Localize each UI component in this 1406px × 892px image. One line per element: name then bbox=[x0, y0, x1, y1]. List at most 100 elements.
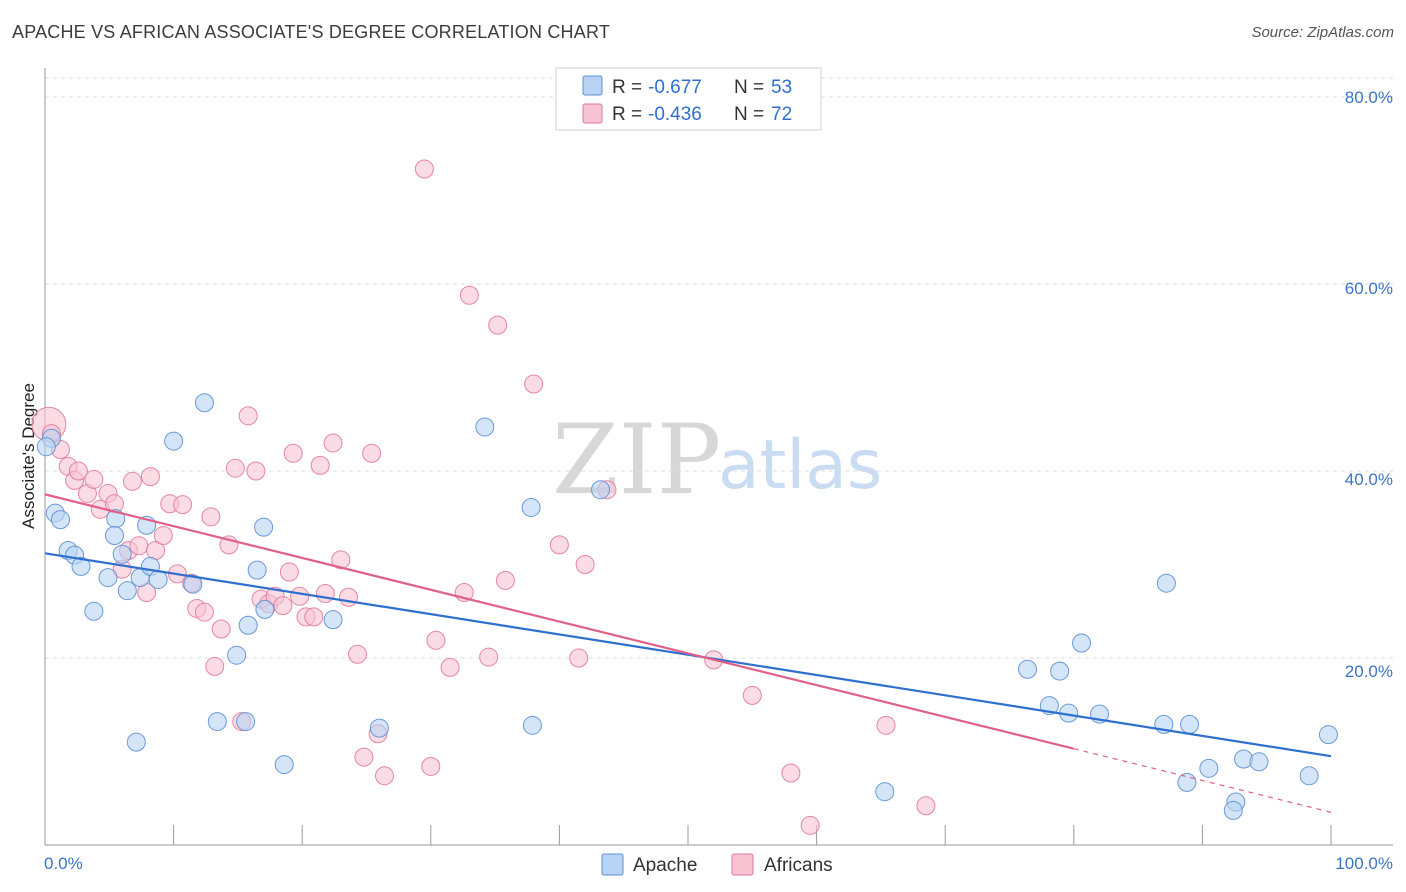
africans-point-32 bbox=[246, 461, 266, 481]
apache-point-23 bbox=[238, 615, 258, 635]
africans-point-13 bbox=[122, 471, 142, 491]
africans-point-24 bbox=[194, 602, 214, 622]
chart-title: APACHE VS AFRICAN ASSOCIATE'S DEGREE COR… bbox=[12, 22, 611, 42]
apache-point-20 bbox=[207, 712, 227, 732]
apache-point-33 bbox=[591, 480, 611, 500]
bottom-legend-label-apache: Apache bbox=[633, 855, 697, 876]
watermark-atlas: atlas bbox=[718, 426, 882, 505]
africans-point-21 bbox=[173, 495, 193, 515]
africans-point-57 bbox=[459, 285, 479, 305]
africans-point-62 bbox=[549, 535, 569, 555]
africans-point-60 bbox=[495, 570, 515, 590]
apache-trendline bbox=[44, 552, 1332, 758]
legend-n-value-africans: 72 bbox=[771, 104, 792, 125]
africans-point-5 bbox=[68, 461, 88, 481]
africans-point-16 bbox=[140, 467, 160, 487]
apache-point-11 bbox=[117, 581, 137, 601]
africans-point-27 bbox=[211, 619, 231, 639]
apache-point-27 bbox=[274, 755, 294, 775]
africans-point-47 bbox=[347, 644, 367, 664]
correlation-legend: R = -0.677 N = 53 R = -0.436 N = 72 bbox=[555, 67, 822, 131]
apache-point-21 bbox=[227, 645, 247, 665]
gridlines bbox=[45, 77, 1393, 659]
africans-point-54 bbox=[426, 630, 446, 650]
apache-point-7 bbox=[98, 568, 118, 588]
africans-point-69 bbox=[800, 815, 820, 835]
apache-point-51 bbox=[1318, 725, 1338, 745]
chart-source: Source: ZipAtlas.com bbox=[1251, 24, 1394, 41]
legend-swatch-apache bbox=[582, 75, 603, 96]
africans-point-67 bbox=[742, 685, 762, 705]
apache-point-28 bbox=[323, 610, 343, 630]
africans-point-61 bbox=[524, 374, 544, 394]
legend-r-label-apache: R = bbox=[612, 77, 642, 98]
africans-trendline bbox=[44, 493, 1075, 750]
legend-r-value-apache: -0.677 bbox=[648, 77, 702, 98]
apache-point-42 bbox=[1156, 573, 1176, 593]
apache-point-31 bbox=[521, 497, 541, 517]
watermark-zip: ZIP bbox=[552, 404, 721, 516]
apache-point-24 bbox=[247, 560, 267, 580]
bottom-legend-swatch-africans bbox=[731, 853, 754, 876]
apache-point-12 bbox=[126, 732, 146, 752]
apache-point-48 bbox=[1234, 749, 1254, 769]
africans-point-41 bbox=[304, 607, 324, 627]
y-tick-label-40: 40.0% bbox=[1345, 470, 1393, 489]
legend-n-label-apache: N = bbox=[734, 77, 764, 98]
apache-point-5 bbox=[71, 556, 91, 576]
africans-trendline-extension bbox=[1073, 748, 1332, 813]
apache-point-19 bbox=[194, 393, 214, 413]
apache-point-17 bbox=[164, 431, 184, 451]
apache-point-9 bbox=[104, 526, 124, 546]
apache-point-34 bbox=[875, 782, 895, 802]
africans-point-58 bbox=[479, 647, 499, 667]
africans-point-49 bbox=[362, 443, 382, 463]
africans-point-37 bbox=[279, 562, 299, 582]
apache-point-30 bbox=[475, 417, 495, 437]
apache-point-22 bbox=[236, 712, 256, 732]
africans-point-18 bbox=[153, 526, 173, 546]
africans-point-52 bbox=[414, 159, 434, 179]
x-axis-ticks bbox=[44, 825, 1332, 845]
x-tick-label-min: 0.0% bbox=[44, 854, 83, 873]
africans-point-59 bbox=[488, 315, 508, 335]
bottom-legend-label-africans: Africans bbox=[764, 855, 833, 876]
apache-point-18 bbox=[183, 574, 203, 594]
africans-point-70 bbox=[876, 715, 896, 735]
africans-point-45 bbox=[331, 550, 351, 570]
apache-point-26 bbox=[255, 599, 275, 619]
legend-r-label-africans: R = bbox=[612, 104, 642, 125]
africans-point-31 bbox=[238, 406, 258, 426]
legend-n-label-africans: N = bbox=[734, 104, 764, 125]
y-tick-label-60: 60.0% bbox=[1345, 279, 1393, 298]
apache-point-6 bbox=[84, 601, 104, 621]
apache-point-29 bbox=[369, 718, 389, 738]
apache-point-2 bbox=[50, 510, 70, 530]
africans-point-46 bbox=[338, 587, 358, 607]
series-legend: Apache Africans bbox=[601, 853, 833, 876]
apache-point-39 bbox=[1072, 633, 1092, 653]
apache-points bbox=[36, 393, 1338, 820]
y-axis-label: Associate's Degree bbox=[19, 383, 38, 529]
africans-point-14 bbox=[129, 536, 149, 556]
apache-point-32 bbox=[522, 715, 542, 735]
trendlines bbox=[44, 493, 1332, 813]
apache-point-45 bbox=[1199, 758, 1219, 778]
africans-point-39 bbox=[290, 586, 310, 606]
y-tick-label-80: 80.0% bbox=[1345, 88, 1393, 107]
africans-point-26 bbox=[205, 656, 225, 676]
apache-point-52 bbox=[36, 437, 56, 457]
africans-point-68 bbox=[781, 763, 801, 783]
apache-point-37 bbox=[1050, 661, 1070, 681]
africans-point-55 bbox=[440, 657, 460, 677]
africans-point-63 bbox=[569, 648, 589, 668]
y-tick-labels: 80.0% 60.0% 40.0% 20.0% bbox=[1345, 88, 1393, 681]
apache-point-43 bbox=[1177, 772, 1197, 792]
apache-point-49 bbox=[1249, 752, 1269, 772]
africans-point-7 bbox=[84, 469, 104, 489]
apache-point-44 bbox=[1180, 714, 1200, 734]
africans-point-48 bbox=[354, 747, 374, 767]
africans-point-29 bbox=[225, 458, 245, 478]
africans-point-53 bbox=[421, 756, 441, 776]
